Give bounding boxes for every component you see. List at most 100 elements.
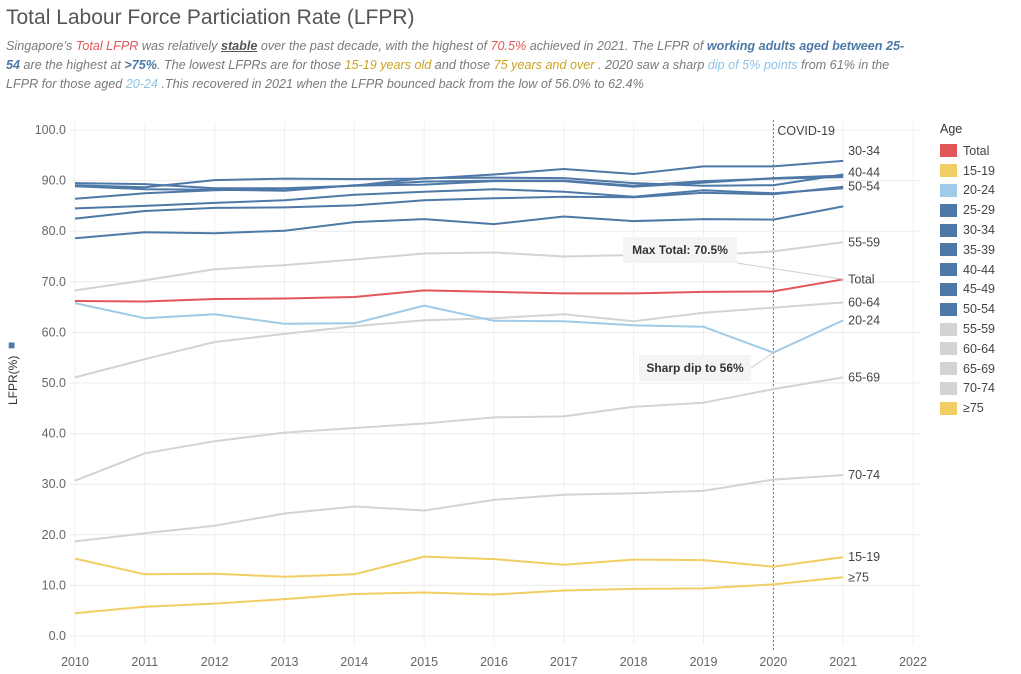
legend-swatch (940, 362, 957, 376)
y-tick-label: 90.0 (42, 174, 66, 188)
legend-item[interactable]: 40-44 (940, 260, 1020, 280)
x-tick-label: 2015 (410, 655, 438, 669)
series-line (74, 555, 844, 578)
series-line (74, 278, 844, 303)
legend-item[interactable]: 15-19 (940, 161, 1020, 181)
legend-swatch (940, 342, 957, 356)
series-line (74, 302, 844, 354)
y-tick-label: 50.0 (42, 376, 66, 390)
x-axis-ticks: 2010 2011 2012 2013 2014 2015 2016 2017 2018 2019… (61, 655, 927, 669)
x-tick-label: 2016 (480, 655, 508, 669)
y-tick-label: 40.0 (42, 427, 66, 441)
annotations: Max Total: 70.5% Sharp dip to 56% (623, 237, 844, 381)
y-tick-label: 20.0 (42, 528, 66, 542)
line-chart: 0.0 10.0 20.0 30.0 40.0 50.0 60.0 70.0 80.0 90.0 1… (35, 120, 927, 669)
x-tick-label: 2018 (620, 655, 648, 669)
x-tick-label: 2021 (829, 655, 857, 669)
legend-item[interactable]: 20-24 (940, 181, 1020, 201)
legend-item[interactable]: 55-59 (940, 319, 1020, 339)
x-tick-label: 2010 (61, 655, 89, 669)
series-end-label: 20-24 (848, 313, 880, 327)
annotation-text: Max Total: 70.5% (632, 243, 728, 257)
grid-lines (70, 122, 920, 645)
y-tick-label: 30.0 (42, 477, 66, 491)
x-tick-label: 2012 (201, 655, 229, 669)
legend-item[interactable]: 45-49 (940, 280, 1020, 300)
legend-item[interactable]: ≥75 (940, 398, 1020, 418)
y-axis-ticks: 0.0 10.0 20.0 30.0 40.0 50.0 60.0 70.0 80.0 90.0 1… (35, 123, 66, 643)
series-end-label: 30-34 (848, 144, 880, 158)
x-tick-label: 2013 (271, 655, 299, 669)
legend-label: 40-44 (963, 262, 995, 277)
legend-label: 15-19 (963, 163, 995, 178)
x-tick-label: 2022 (899, 655, 927, 669)
legend-label: Total (963, 143, 990, 158)
chart-subtitle: Singapore’s Total LFPR was relatively st… (6, 39, 905, 91)
legend-label: 55-59 (963, 322, 995, 337)
legend-swatch (940, 183, 957, 197)
legend-label: 65-69 (963, 361, 995, 376)
legend-swatch (940, 401, 957, 415)
legend-label: ≥75 (963, 401, 984, 416)
annotation-leader (750, 352, 774, 369)
legend-item[interactable]: 65-69 (940, 359, 1020, 379)
legend-item[interactable]: 30-34 (940, 220, 1020, 240)
reference-line-label: COVID-19 (777, 124, 835, 138)
legend-label: 35-39 (963, 242, 995, 257)
series-end-label: Total (848, 272, 874, 286)
series-line (74, 205, 844, 240)
legend-swatch (940, 282, 957, 296)
y-tick-label: 10.0 (42, 578, 66, 592)
legend-item[interactable]: 60-64 (940, 339, 1020, 359)
annotation-leader (736, 262, 844, 280)
legend-label: 70-74 (963, 381, 995, 396)
series-end-label: 50-54 (848, 180, 880, 194)
legend-swatch (940, 243, 957, 257)
x-tick-label: 2011 (131, 655, 158, 669)
annotation-box (639, 355, 751, 381)
legend-swatch (940, 144, 957, 158)
series-line (74, 159, 844, 189)
series-end-label: 60-64 (848, 296, 880, 310)
series-line (74, 176, 844, 192)
annotation-box (623, 237, 737, 263)
legend-item[interactable]: 25-29 (940, 200, 1020, 220)
legend-label: 30-34 (963, 223, 995, 238)
x-tick-label: 2020 (759, 655, 787, 669)
legend-label: 60-64 (963, 341, 995, 356)
series-end-label: 70-74 (848, 468, 880, 482)
legend-item[interactable]: 70-74 (940, 379, 1020, 399)
series-line (74, 376, 844, 482)
chart-title: Total Labour Force Particiation Rate (LF… (6, 6, 415, 29)
legend-item[interactable]: 50-54 (940, 299, 1020, 319)
covid-reference-line: COVID-19 (772, 120, 835, 650)
legend-item[interactable]: Total (940, 141, 1020, 161)
legend-label: 20-24 (963, 183, 995, 198)
series-line (74, 301, 844, 379)
series-end-label: 15-19 (848, 550, 880, 564)
legend-label: 50-54 (963, 302, 995, 317)
pin-icon[interactable]: ■ (8, 338, 16, 352)
legend-item[interactable]: 35-39 (940, 240, 1020, 260)
annotation-text: Sharp dip to 56% (646, 361, 744, 375)
y-tick-label: 70.0 (42, 275, 66, 289)
legend: Age Total 15-19 20-24 25-29 30-34 35-39 40-44 4… (940, 122, 1020, 418)
series-end-label: 55-59 (848, 235, 880, 249)
series-line (74, 187, 844, 210)
series-end-label: 40-44 (848, 166, 880, 180)
series-line (74, 474, 844, 543)
legend-swatch (940, 381, 957, 395)
series-line (74, 185, 844, 220)
legend-swatch (940, 263, 957, 277)
legend-swatch (940, 203, 957, 217)
series-line (74, 173, 844, 190)
series-end-label: 65-69 (848, 370, 880, 384)
legend-swatch (940, 164, 957, 178)
y-tick-label: 100.0 (35, 123, 66, 137)
series-end-label: ≥75 (848, 570, 869, 584)
series-lines (74, 159, 844, 615)
x-tick-label: 2019 (690, 655, 718, 669)
series-line (74, 576, 844, 615)
legend-swatch (940, 223, 957, 237)
